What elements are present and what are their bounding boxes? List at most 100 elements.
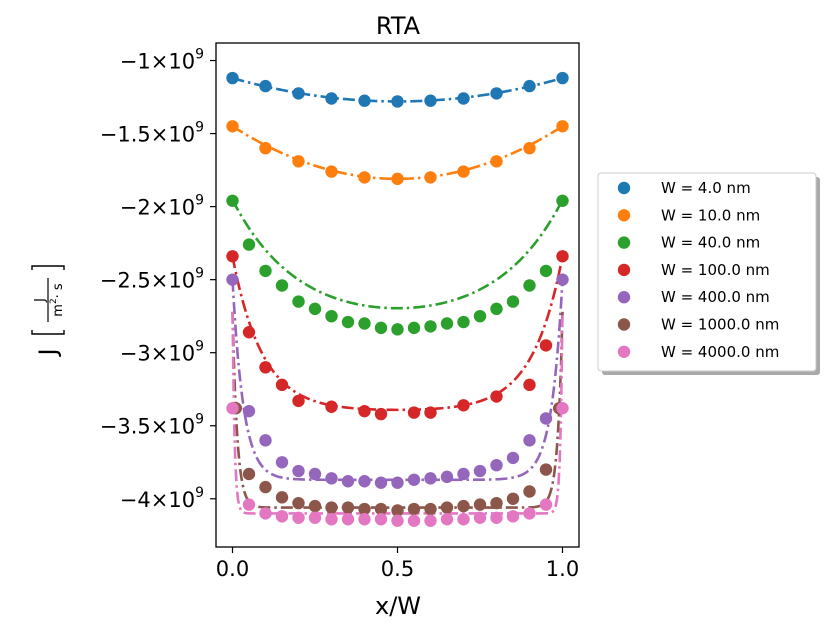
legend-label: W = 10.0 nm — [661, 206, 760, 224]
legend-label: W = 40.0 nm — [661, 234, 760, 252]
data-point — [457, 399, 470, 412]
data-point — [341, 475, 355, 488]
data-point — [226, 120, 239, 133]
data-point — [424, 94, 437, 107]
data-point — [242, 498, 256, 511]
data-point — [457, 92, 470, 105]
chart-title: RTA — [376, 12, 421, 40]
data-point — [391, 514, 404, 527]
data-point — [275, 456, 289, 469]
data-point — [407, 502, 421, 516]
legend-marker — [617, 263, 631, 277]
unit-denominator-base: m — [51, 304, 66, 317]
data-point — [259, 480, 272, 494]
series-points-w-4-0-nm — [226, 71, 569, 108]
data-point — [490, 155, 503, 168]
data-point — [523, 141, 536, 155]
data-point — [490, 390, 503, 403]
data-point — [473, 511, 487, 524]
data-point — [556, 194, 569, 207]
x-tick-label: 1.0 — [546, 557, 579, 581]
plot-frame — [215, 42, 580, 548]
data-point — [325, 513, 338, 526]
data-point — [259, 434, 272, 447]
data-point — [440, 513, 454, 526]
data-point — [374, 476, 388, 489]
data-point — [407, 514, 421, 527]
series-line-w-4000-0-nm — [231, 311, 564, 515]
data-point — [407, 321, 421, 335]
x-axis-label: x/W — [375, 592, 421, 620]
data-point — [391, 504, 404, 517]
data-point — [506, 451, 520, 465]
data-point — [424, 514, 437, 527]
data-point — [292, 496, 305, 510]
data-point — [556, 402, 569, 415]
unit-denominator-exp: 2 — [49, 298, 59, 304]
data-point — [242, 404, 256, 418]
data-point — [523, 279, 536, 292]
data-point — [325, 165, 338, 178]
data-point — [539, 264, 553, 278]
data-point — [424, 171, 437, 184]
series-points-w-1000-0-nm — [229, 402, 566, 517]
unit-left-bracket — [31, 330, 65, 335]
data-point — [259, 361, 272, 374]
unit-denominator: m2· s — [49, 283, 66, 317]
legend-label: W = 100.0 nm — [661, 261, 770, 279]
data-point — [457, 513, 470, 526]
data-point — [523, 434, 536, 447]
data-point — [358, 513, 371, 526]
legend-item-w-1000-0-nm: W = 1000.0 nm — [617, 316, 779, 334]
data-point — [325, 92, 338, 105]
unit-denominator-tail: · s — [51, 283, 66, 298]
legend-marker — [617, 345, 631, 358]
data-point — [473, 464, 487, 478]
legend-item-w-400-0-nm: W = 400.0 nm — [617, 288, 770, 306]
data-point — [226, 402, 239, 415]
data-point — [308, 511, 322, 524]
unit-numerator: J — [33, 298, 48, 303]
data-point — [292, 87, 305, 100]
data-point — [341, 315, 355, 329]
data-point — [358, 171, 371, 184]
data-point — [374, 321, 388, 335]
data-point — [473, 309, 487, 323]
x-tick-label: 0.5 — [381, 557, 414, 581]
series-points-w-100-0-nm — [226, 250, 569, 421]
legend-marker — [617, 181, 631, 195]
data-point — [292, 295, 305, 308]
data-point — [275, 510, 289, 523]
data-point — [457, 315, 470, 329]
series-line-w-400-0-nm — [231, 279, 564, 482]
legend-label: W = 4000.0 nm — [661, 343, 779, 361]
data-point — [325, 501, 338, 514]
data-point — [226, 194, 239, 207]
data-point — [556, 273, 569, 286]
data-point — [473, 498, 487, 511]
legend-item-w-100-0-nm: W = 100.0 nm — [617, 261, 770, 279]
data-point — [539, 412, 553, 425]
data-point — [506, 510, 520, 523]
data-point — [440, 470, 454, 484]
data-point — [292, 394, 305, 408]
legend-marker — [617, 236, 631, 249]
data-point — [292, 511, 305, 524]
legend-label: W = 400.0 nm — [661, 288, 770, 306]
legend-label: W = 1000.0 nm — [661, 316, 779, 334]
data-point — [391, 95, 404, 108]
data-point — [391, 476, 404, 489]
data-point — [358, 404, 371, 418]
data-point — [242, 326, 256, 339]
data-point — [490, 458, 503, 472]
data-point — [259, 507, 272, 520]
data-point — [308, 302, 322, 316]
series-points-w-400-0-nm — [226, 273, 569, 489]
data-point — [407, 406, 421, 419]
y-tick-label: −1×109 — [120, 47, 204, 74]
data-point — [457, 499, 470, 513]
data-point — [539, 339, 553, 352]
data-point — [457, 467, 470, 481]
data-point — [490, 511, 503, 524]
data-point — [374, 502, 388, 516]
